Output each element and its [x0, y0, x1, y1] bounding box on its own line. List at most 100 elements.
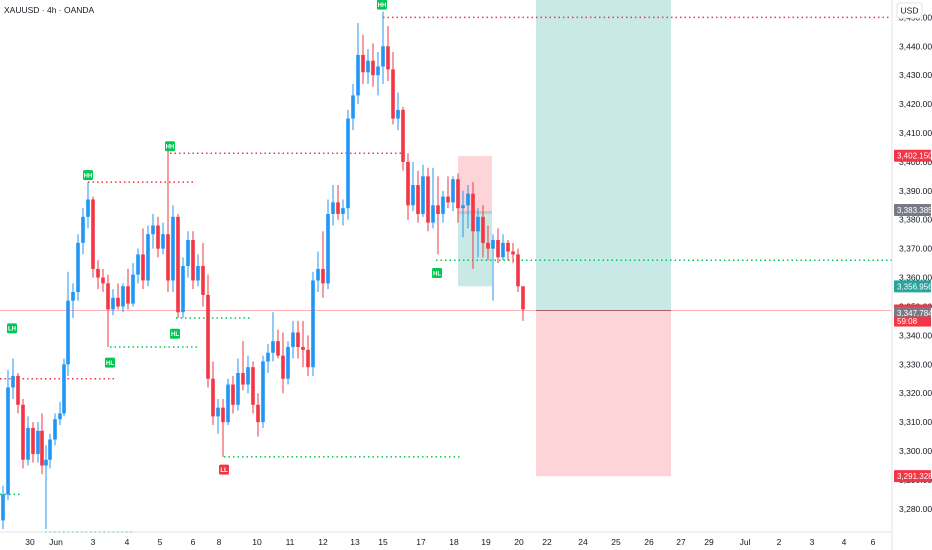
marker-hh[interactable]: HH: [377, 0, 387, 10]
candle: [511, 242, 515, 264]
candle: [276, 329, 280, 359]
candles-layer: [1, 11, 525, 530]
candle-body: [356, 54, 360, 96]
candle: [81, 208, 85, 255]
marker-hl[interactable]: HL: [105, 357, 115, 368]
candle-body: [131, 274, 135, 304]
currency-button[interactable]: USD: [896, 2, 923, 19]
x-tick-label: 3: [810, 537, 815, 547]
candle-body: [431, 205, 435, 223]
markers-layer: LH HH HH HH HL HL HL LL: [7, 0, 442, 475]
candle-body: [196, 266, 200, 281]
candle-body: [251, 367, 255, 405]
price-tag: 3,383.385: [894, 203, 932, 216]
marker-label: HL: [106, 361, 114, 367]
x-tick-label: 25: [611, 537, 621, 547]
candle-body: [101, 277, 105, 284]
candle: [411, 161, 415, 212]
candle: [476, 208, 480, 258]
y-tick-label: 3,330.000: [899, 359, 932, 369]
candle-body: [191, 239, 195, 281]
candle-body: [58, 413, 62, 420]
candle-body: [471, 193, 475, 232]
candle: [521, 286, 525, 321]
candle-body: [371, 60, 375, 76]
candle-body: [296, 332, 300, 347]
candle-body: [521, 286, 525, 310]
candle-body: [216, 407, 220, 417]
candle-body: [331, 202, 335, 214]
candle-body: [261, 361, 265, 423]
x-tick-label: 24: [578, 537, 588, 547]
candle: [316, 251, 320, 293]
candle-body: [421, 176, 425, 214]
candle-body: [386, 46, 390, 70]
candle: [58, 401, 62, 426]
candle: [106, 274, 110, 347]
candle: [191, 231, 195, 290]
currency-label: USD: [901, 6, 919, 16]
candle: [431, 167, 435, 229]
candle-body: [106, 283, 110, 310]
candle: [396, 92, 400, 131]
candle-body: [476, 216, 480, 232]
price-tag: 3,347.784: [894, 306, 932, 319]
candle-body: [246, 367, 250, 385]
candle: [111, 289, 115, 316]
y-tick-label: 3,390.000: [899, 186, 932, 196]
candle: [426, 167, 430, 232]
candle: [86, 182, 90, 229]
marker-hh[interactable]: HH: [83, 170, 93, 181]
price-tag: 3,291.328: [894, 470, 932, 483]
candle-body: [36, 430, 40, 454]
candle-body: [181, 266, 185, 313]
marker-lh[interactable]: LH: [7, 323, 17, 334]
candle: [231, 375, 235, 414]
candle-body: [21, 404, 25, 460]
y-tick-label: 3,370.000: [899, 244, 932, 254]
candle-body: [62, 364, 66, 414]
marker-label: HH: [378, 3, 387, 9]
candle-body: [44, 459, 48, 466]
candle: [246, 355, 250, 394]
candle-body: [336, 202, 340, 214]
candle: [121, 283, 125, 313]
candle: [441, 190, 445, 223]
x-tick-label: Jul: [740, 537, 751, 547]
candle-body: [311, 280, 315, 368]
candle: [1, 485, 5, 530]
marker-hl[interactable]: HL: [170, 328, 180, 339]
candle: [16, 372, 20, 414]
zone-lower-stop[interactable]: [536, 310, 671, 477]
candle: [296, 320, 300, 359]
candle-body: [281, 355, 285, 379]
y-tick-label: 3,310.000: [899, 417, 932, 427]
candle: [271, 312, 275, 362]
candle-body: [126, 286, 130, 304]
marker-hh[interactable]: HH: [165, 141, 175, 152]
zone-red-small[interactable]: [458, 156, 492, 214]
marker-hl[interactable]: HL: [432, 268, 442, 278]
candle-body: [221, 407, 225, 423]
marker-ll[interactable]: LL: [219, 464, 229, 475]
candle: [126, 268, 130, 310]
candle-body: [156, 225, 160, 249]
candle-body: [286, 346, 290, 379]
x-tick-label: 27: [676, 537, 686, 547]
candle-body: [81, 216, 85, 243]
candle: [221, 399, 225, 457]
candle-body: [276, 341, 280, 356]
candle: [44, 445, 48, 530]
candle-body: [206, 294, 210, 379]
candle-body: [271, 341, 275, 353]
candle-body: [466, 193, 470, 206]
y-tick-label: 3,410.000: [899, 128, 932, 138]
candle: [131, 263, 135, 307]
x-tick-label: 2: [777, 537, 782, 547]
candle-body: [391, 69, 395, 119]
zone-upper-target[interactable]: [536, 0, 671, 311]
candle-body: [1, 494, 5, 521]
candle-body: [301, 346, 305, 350]
candle: [281, 332, 285, 394]
